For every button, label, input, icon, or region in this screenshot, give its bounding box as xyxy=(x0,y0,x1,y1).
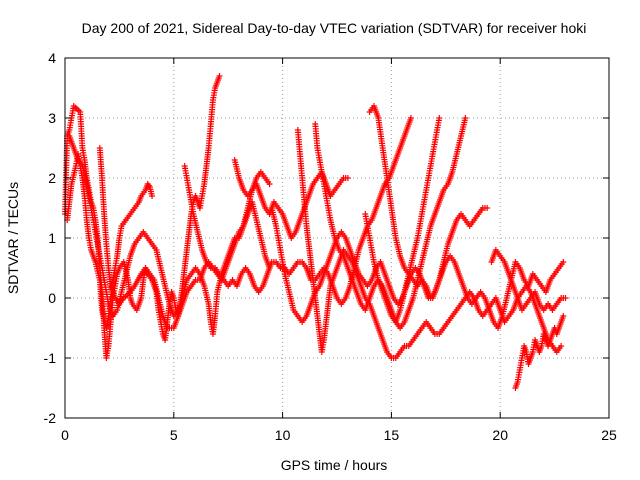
series-group xyxy=(268,205,567,331)
axis-ticks: 0 5 10 15 20 25 -2 -1 0 1 2 3 4 xyxy=(44,50,617,443)
series-group xyxy=(362,115,443,325)
series-group xyxy=(488,247,569,313)
data-point-marker xyxy=(436,115,443,121)
y-tick-label: 4 xyxy=(48,50,56,66)
x-tick-label: 5 xyxy=(170,427,178,443)
data-point-marker xyxy=(266,181,273,187)
data-point-marker xyxy=(149,193,156,199)
y-tick-label: 2 xyxy=(48,170,56,186)
series-group xyxy=(231,157,351,241)
series-group xyxy=(66,133,273,337)
x-tick-label: 10 xyxy=(275,427,291,443)
data-marks xyxy=(62,73,569,391)
data-point-marker xyxy=(558,343,565,349)
x-tick-label: 25 xyxy=(601,427,617,443)
data-point-marker xyxy=(462,115,469,121)
data-point-marker xyxy=(407,115,414,121)
series-group xyxy=(312,115,469,331)
x-axis-title: GPS time / hours xyxy=(281,457,388,473)
data-point-marker xyxy=(484,205,491,211)
x-tick-label: 20 xyxy=(492,427,508,443)
chart-title: Day 200 of 2021, Sidereal Day-to-day VTE… xyxy=(82,20,587,36)
x-tick-label: 15 xyxy=(384,427,400,443)
data-point-marker xyxy=(344,175,351,181)
y-tick-label: 3 xyxy=(48,110,56,126)
data-point-marker xyxy=(216,73,223,79)
data-point-marker xyxy=(560,313,567,319)
y-tick-label: 1 xyxy=(48,230,56,246)
x-tick-label: 0 xyxy=(61,427,69,443)
y-tick-label: 0 xyxy=(48,290,56,306)
data-point-marker xyxy=(560,259,567,265)
series-group xyxy=(512,313,567,391)
y-tick-label: -1 xyxy=(44,350,57,366)
data-point-marker xyxy=(562,295,569,301)
y-tick-label: -2 xyxy=(44,410,57,426)
y-axis-title: SDTVAR / TECUs xyxy=(5,182,21,294)
